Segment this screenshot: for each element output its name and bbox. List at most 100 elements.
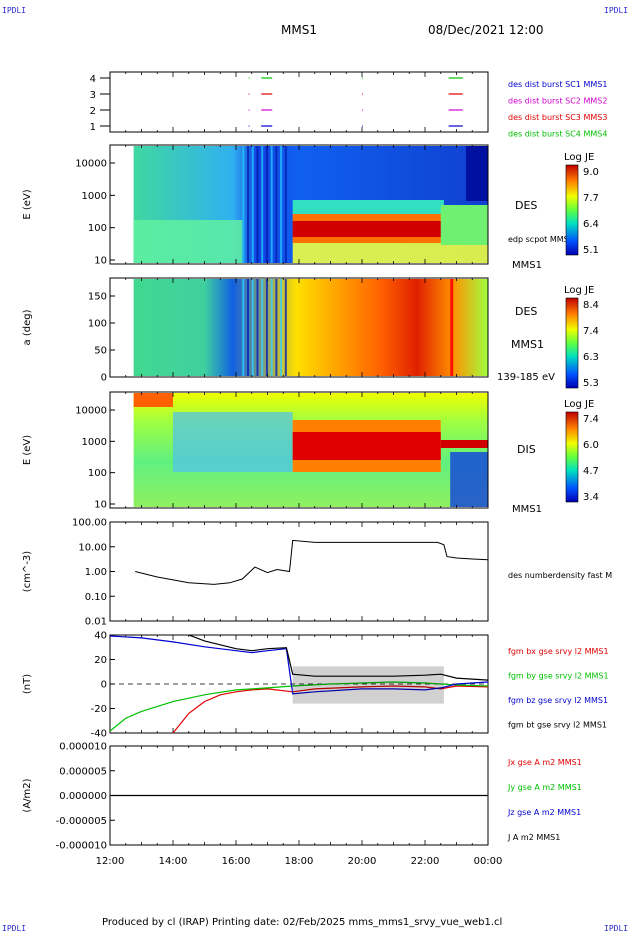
- des-stripe: [247, 146, 250, 263]
- burst-dot: [248, 93, 250, 95]
- burst-dot: [248, 109, 250, 111]
- y-tick-label: 10000: [75, 406, 107, 417]
- panel-label: DES: [515, 199, 537, 212]
- y-tick-label: 1000: [82, 437, 107, 448]
- colorbar-tick-label: 7.4: [583, 326, 599, 337]
- colorbar-tick-label: 6.4: [583, 219, 599, 230]
- x-tick-label: 20:00: [348, 856, 377, 867]
- corner-logo-bottom-right: IPDLI: [604, 924, 629, 933]
- y-tick-label: 100.00: [72, 518, 107, 529]
- legend-entry: J A m2 MMS1: [507, 833, 560, 842]
- colorbar-title: Log JE: [564, 285, 594, 296]
- y-tick-label: 0.000000: [59, 791, 107, 802]
- x-tick-label: 18:00: [285, 856, 314, 867]
- legend-entry: Jz gse A m2 MMS1: [507, 808, 581, 817]
- density-line: [135, 539, 489, 585]
- colorbar-tick-label: 9.0: [583, 167, 599, 178]
- des-pitch-stripe: [251, 279, 254, 376]
- y-tick-label: 4: [90, 74, 96, 85]
- y-tick-label: 1.00: [85, 567, 107, 578]
- des-pitch-stripe: [280, 279, 283, 376]
- corner-logo-top-left: IPDLI: [2, 6, 27, 15]
- x-tick-label: 22:00: [411, 856, 440, 867]
- dis-mid-blue: [173, 412, 293, 472]
- dis-early-band: [133, 393, 173, 407]
- des-pitch-stripe: [270, 279, 273, 376]
- des-pitch-stripe: [284, 279, 287, 376]
- des-low-energy: [133, 220, 243, 263]
- y-tick-label: 0.10: [85, 592, 107, 603]
- b-bz-line: [109, 635, 489, 695]
- des-stripe: [284, 146, 287, 263]
- legend-entry: des numberdensity fast M: [508, 571, 612, 580]
- legend-entry: Jx gse A m2 MMS1: [507, 758, 582, 767]
- panel-label: MMS1: [511, 338, 544, 351]
- colorbar-tick-label: 6.0: [583, 440, 599, 451]
- des-stripe: [251, 146, 254, 263]
- burst-dot: [362, 93, 363, 95]
- colorbar-tick-label: 8.4: [583, 300, 599, 311]
- des-pitch-stripe: [242, 279, 245, 376]
- dis-right-band: [440, 440, 488, 448]
- footer-credit: Produced by cl (IRAP) Printing date: 02/…: [102, 917, 503, 928]
- x-tick-label: 12:00: [96, 856, 125, 867]
- des-pitch-heatmap: [133, 279, 488, 376]
- y-tick-label: 0.01: [85, 617, 107, 628]
- y-tick-label: 10000: [75, 159, 107, 170]
- colorbar-3: [565, 411, 579, 503]
- y-tick-label: 3: [90, 90, 96, 101]
- legend-entry: fgm bz gse srvy l2 MMS1: [508, 696, 608, 705]
- colorbar-tick-label: 5.3: [583, 378, 599, 389]
- y-tick-label: -40: [91, 729, 107, 740]
- colorbar-tick-label: 7.7: [583, 193, 599, 204]
- des-stripe: [280, 146, 283, 263]
- colorbar-title: Log JE: [564, 152, 594, 163]
- des-right-mid: [440, 205, 488, 245]
- y-tick-label: -0.000005: [56, 816, 107, 827]
- x-tick-label: 00:00: [474, 856, 503, 867]
- des-pitch-stripe: [261, 279, 264, 376]
- y-tick-label: 1: [90, 122, 96, 133]
- burst-dot: [362, 125, 363, 127]
- legend-entry: fgm by gse srvy l2 MMS1: [508, 672, 609, 681]
- y-axis-label: E (eV): [22, 189, 33, 219]
- panel-label: DES: [515, 305, 537, 318]
- colorbar-2: [565, 297, 579, 389]
- corner-logo-top-right: IPDLI: [604, 6, 629, 15]
- dis-right-blue: [450, 452, 488, 507]
- burst-dot: [248, 125, 250, 127]
- des-stripe: [265, 146, 268, 263]
- y-axis-label: (nT): [22, 674, 33, 694]
- colorbar-title: Log JE: [564, 399, 594, 410]
- page-title: MMS1: [281, 23, 317, 37]
- des-pitch-stripe-red: [450, 279, 454, 376]
- des-pitch-stripe: [265, 279, 268, 376]
- des-low-energy-band: [292, 240, 488, 263]
- y-tick-label: 10: [94, 500, 107, 511]
- des-stripe: [270, 146, 273, 263]
- panel-label: MMS1: [512, 260, 542, 271]
- y-tick-label: 100: [88, 319, 107, 330]
- y-tick-label: 1000: [82, 191, 107, 202]
- y-tick-label: 50: [94, 346, 107, 357]
- y-tick-label: 100: [88, 468, 107, 479]
- b-by-line: [109, 681, 489, 732]
- des-stripe: [242, 146, 245, 263]
- des-pitch-stripe: [256, 279, 259, 376]
- colorbar-tick-label: 6.3: [583, 352, 599, 363]
- x-tick-label: 14:00: [159, 856, 188, 867]
- y-axis-label: a (deg): [22, 309, 33, 345]
- y-tick-label: -20: [91, 704, 107, 715]
- des-high-dark: [465, 146, 488, 201]
- burst-dot: [362, 109, 363, 111]
- legend-entry: des dist burst SC3 MMS3: [508, 113, 607, 122]
- x-tick-label: 16:00: [222, 856, 251, 867]
- panel-label: MMS1: [512, 504, 542, 515]
- plot-date: 08/Dec/2021 12:00: [428, 23, 544, 37]
- y-tick-label: 150: [88, 292, 107, 303]
- des-stripe: [256, 146, 259, 263]
- legend-entry: fgm bt gse srvy l2 MMS1: [508, 721, 607, 730]
- legend-entry: Jy gse A m2 MMS1: [507, 783, 582, 792]
- b-bt-line: [188, 634, 489, 681]
